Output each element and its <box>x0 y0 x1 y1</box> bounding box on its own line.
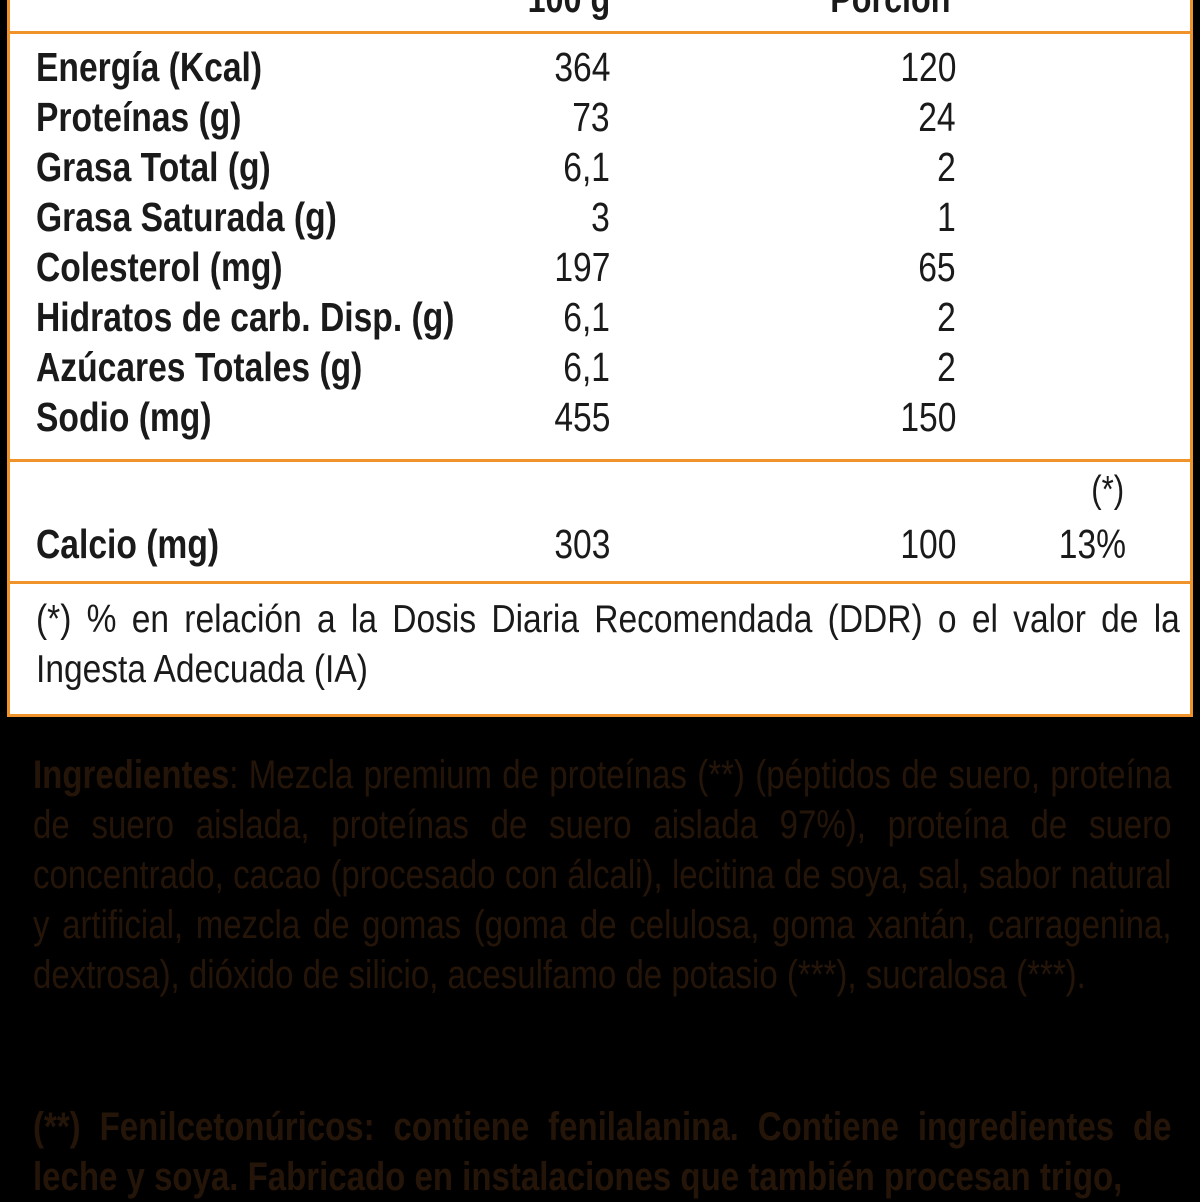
value-porcion: 1 <box>937 194 956 240</box>
nutrient-name: Hidratos de carb. Disp. (g) <box>36 294 455 340</box>
ddr-marker: (*) <box>1091 469 1124 511</box>
nutrient-name: Energía (Kcal) <box>36 44 263 90</box>
table-row: Colesterol (mg) 197 65 <box>10 242 1190 292</box>
ingredients-label: Ingredientes <box>33 753 230 797</box>
nutrient-name: Calcio (mg) <box>36 521 220 567</box>
table-row: Grasa Total (g) 6,1 2 <box>10 142 1190 192</box>
ingredients-list: : Mezcla premium de proteínas (**) (pépt… <box>33 753 1172 997</box>
value-porcion: 2 <box>937 344 956 390</box>
allergen-warning: (**) Fenilcetonúricos: contiene fenilala… <box>33 1105 1172 1199</box>
value-per-100g: 6,1 <box>563 144 610 190</box>
ddr-footnote: (*) % en relación a la Dosis Diaria Reco… <box>36 598 1180 691</box>
table-row: Energía (Kcal) 364 120 <box>10 42 1190 92</box>
table-row: Proteínas (g) 73 24 <box>10 92 1190 142</box>
value-porcion: 100 <box>899 521 956 567</box>
value-per-100g: 197 <box>553 244 610 290</box>
header-porcion: Porción <box>829 0 950 21</box>
table-row: Grasa Saturada (g) 3 1 <box>10 192 1190 242</box>
value-porcion: 120 <box>899 44 956 90</box>
value-per-100g: 6,1 <box>563 294 610 340</box>
header-per-100g: 100 g <box>527 0 610 21</box>
value-porcion: 2 <box>937 294 956 340</box>
value-per-100g: 364 <box>553 44 610 90</box>
nutrient-name: Azúcares Totales (g) <box>36 344 363 390</box>
nutrient-name: Proteínas (g) <box>36 94 242 140</box>
table-row: Azúcares Totales (g) 6,1 2 <box>10 342 1190 392</box>
value-porcion: 150 <box>899 394 956 440</box>
ingredients-text: Ingredientes: Mezcla premium de proteína… <box>33 750 1172 1000</box>
nutrient-name: Grasa Total (g) <box>36 144 271 190</box>
divider <box>10 581 1190 584</box>
nutrient-name: Colesterol (mg) <box>36 244 283 290</box>
table-row-calcium: Calcio (mg) 303 100 13% <box>10 519 1190 569</box>
value-porcion: 24 <box>918 94 956 140</box>
value-ddr-percent: 13% <box>1058 521 1126 567</box>
nutrient-name: Grasa Saturada (g) <box>36 194 337 240</box>
value-per-100g: 73 <box>572 94 610 140</box>
value-porcion: 2 <box>937 144 956 190</box>
value-porcion: 65 <box>918 244 956 290</box>
table-row: Hidratos de carb. Disp. (g) 6,1 2 <box>10 292 1190 342</box>
value-per-100g: 3 <box>591 194 610 240</box>
divider <box>10 31 1190 34</box>
nutrient-name: Sodio (mg) <box>36 394 212 440</box>
value-per-100g: 303 <box>553 521 610 567</box>
nutrition-table: 100 g Porción Energía (Kcal) 364 120 Pro… <box>7 0 1193 717</box>
value-per-100g: 6,1 <box>563 344 610 390</box>
table-row: Sodio (mg) 455 150 <box>10 392 1190 442</box>
value-per-100g: 455 <box>553 394 610 440</box>
divider <box>10 459 1190 462</box>
